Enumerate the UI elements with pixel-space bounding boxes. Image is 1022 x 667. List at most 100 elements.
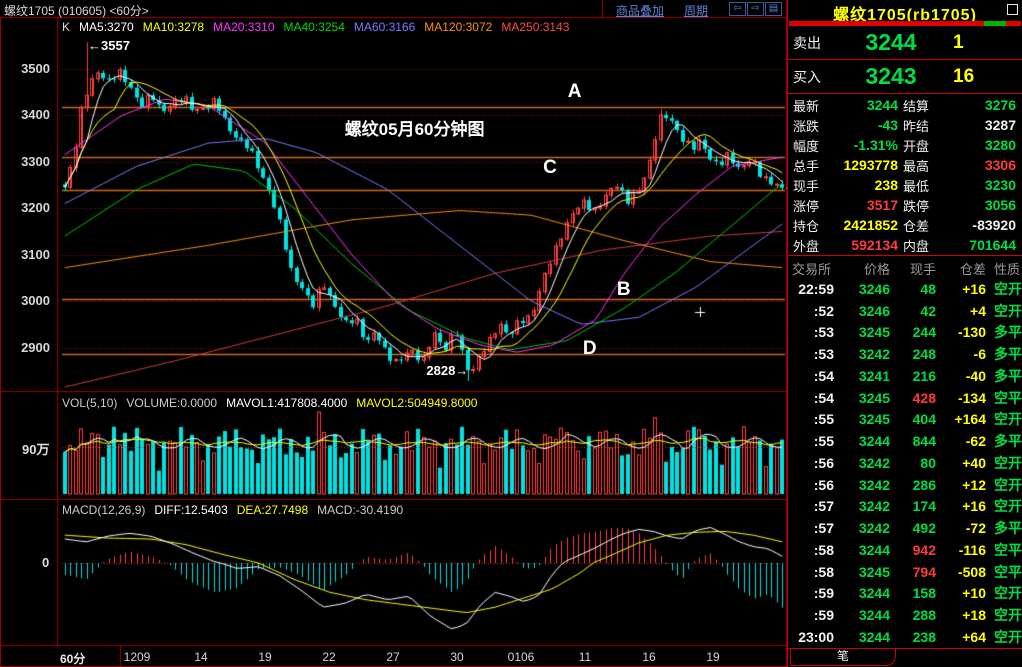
tick-price: 3244 <box>858 433 890 450</box>
chart-annotation: 螺纹05月60分钟图 <box>344 119 485 139</box>
tab-ticks[interactable]: 笔 <box>790 649 896 666</box>
period-link[interactable]: 周期 <box>684 4 709 18</box>
tick-column-header: 仓差 <box>959 261 986 277</box>
tab-ticks-label: 笔 <box>836 649 849 663</box>
tick-price: 3242 <box>858 520 890 537</box>
quote-value: 3244 <box>866 97 898 113</box>
tick-time: :59 <box>813 585 834 602</box>
quote-label: 总手 <box>793 158 820 174</box>
time-tick-label: 30 <box>450 650 464 664</box>
tick-price: 3244 <box>858 585 890 602</box>
tick-nature: 空开 <box>994 454 1022 471</box>
tick-price: 3245 <box>858 411 890 428</box>
tick-nature: 空开 <box>994 498 1022 515</box>
quote-label: 持仓 <box>793 218 820 234</box>
buy-sell-ratio-bar <box>789 21 1021 26</box>
tick-volume: 158 <box>912 585 936 602</box>
tick-column-header: 交易所 <box>792 261 832 277</box>
chart-annotation: B <box>616 279 631 301</box>
macd-zero-label: 0 <box>42 555 50 570</box>
ask-row: 卖出 3244 1 <box>788 26 1022 60</box>
chart-area: 螺纹1705 (010605) <60分> 商品叠加 周期 ⇦ ⇨ ▤ K MA5… <box>0 0 787 667</box>
quote-value: 3306 <box>984 157 1016 173</box>
tick-oi-change: +4 <box>970 302 986 319</box>
tick-oi-change: +10 <box>962 585 986 602</box>
price-tick-label: 3000 <box>21 293 50 309</box>
quote-label: 最低 <box>903 178 930 194</box>
tick-time: :56 <box>813 476 834 493</box>
quote-label: 内盘 <box>903 238 930 254</box>
quote-row: 涨停 3517 跌停 3056 <box>788 195 1022 215</box>
price-tick-label: 3200 <box>21 200 50 216</box>
tick-volume: 844 <box>912 433 936 450</box>
quote-value: 1293778 <box>843 157 898 173</box>
tick-time: :53 <box>813 346 834 363</box>
tick-nature: 空平 <box>994 389 1022 406</box>
chart-annotation: D <box>582 338 597 360</box>
tick-time: :55 <box>813 411 834 428</box>
tick-row: :55 3244 844 -62 多平 <box>788 430 1022 452</box>
quote-label: 昨结 <box>903 118 930 134</box>
volume-axis-label: 90万 <box>22 442 50 457</box>
ask-label: 卖出 <box>793 34 821 51</box>
tick-nature: 多平 <box>994 346 1022 363</box>
tick-price: 3245 <box>858 324 890 341</box>
tick-time: 23:00 <box>798 628 834 645</box>
tick-price: 3246 <box>858 280 890 297</box>
tick-oi-change: -6 <box>973 346 986 363</box>
price-tick-label: 3300 <box>21 153 50 169</box>
chart-annotation: A <box>567 81 582 103</box>
time-tick-label: 22 <box>322 650 336 664</box>
panel-bottom-divider <box>788 648 1022 649</box>
chart-canvas[interactable] <box>0 0 787 667</box>
tick-oi-change: -508 <box>957 563 986 580</box>
tick-volume: 238 <box>912 628 936 645</box>
scroll-right-icon[interactable]: ⇨ <box>747 2 764 16</box>
quote-label: 开盘 <box>903 138 930 154</box>
tick-time: :54 <box>813 389 834 406</box>
quote-value: 2421852 <box>843 217 898 233</box>
ask-volume: 1 <box>953 31 964 53</box>
scroll-left-icon[interactable]: ⇦ <box>729 2 746 16</box>
quote-value: 701644 <box>969 237 1016 253</box>
tick-volume: 492 <box>912 520 936 537</box>
overlay-link[interactable]: 商品叠加 <box>616 4 665 18</box>
period-indicator[interactable]: 60分 <box>60 652 86 666</box>
split-view-icon[interactable]: ▤ <box>765 2 782 16</box>
tick-price: 3242 <box>858 454 890 471</box>
quote-label: 涨跌 <box>793 118 820 134</box>
tick-price: 3242 <box>858 346 890 363</box>
tick-row: :57 3242 174 +16 空开 <box>788 496 1022 518</box>
tick-volume: 428 <box>912 389 936 406</box>
quote-panel: 螺纹1705(rb1705) 卖出 3244 1 买入 3243 16 最新 32… <box>787 0 1022 667</box>
tick-oi-change: -72 <box>965 520 986 537</box>
quote-label: 最新 <box>793 98 820 114</box>
tick-volume: 942 <box>912 541 936 558</box>
panel-title-row: 螺纹1705(rb1705) <box>788 0 1022 24</box>
tick-row: :54 3241 216 -40 多平 <box>788 365 1022 387</box>
tick-nature: 空开 <box>994 411 1022 428</box>
quote-value: 592134 <box>851 237 898 253</box>
quote-row: 涨跌 -43 昨结 3287 <box>788 115 1022 135</box>
tick-time: :54 <box>813 367 834 384</box>
tick-volume: 286 <box>912 476 936 493</box>
tick-time: :58 <box>813 541 834 558</box>
tick-nature: 空平 <box>994 541 1022 558</box>
bid-label: 买入 <box>793 68 821 85</box>
tick-row: :58 3244 942 -116 空平 <box>788 539 1022 561</box>
maximize-icon[interactable] <box>1007 4 1018 15</box>
tick-time: :55 <box>813 433 834 450</box>
tick-nature: 空开 <box>994 302 1022 319</box>
tick-oi-change: +12 <box>962 476 986 493</box>
tick-price: 3242 <box>858 498 890 515</box>
time-tick-label: 19 <box>258 650 272 664</box>
tick-oi-change: -62 <box>965 433 986 450</box>
quote-label: 跌停 <box>903 198 930 214</box>
quote-label: 涨停 <box>793 198 820 214</box>
tick-nature: 多平 <box>994 367 1022 384</box>
tick-column-header: 性质 <box>994 261 1021 277</box>
tick-price: 3241 <box>858 367 890 384</box>
tick-time: :53 <box>813 324 834 341</box>
tick-nature: 多平 <box>994 520 1022 537</box>
quote-label: 现手 <box>793 178 820 194</box>
